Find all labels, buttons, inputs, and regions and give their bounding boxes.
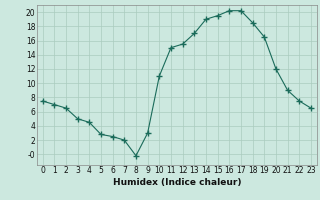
X-axis label: Humidex (Indice chaleur): Humidex (Indice chaleur) (113, 178, 241, 187)
